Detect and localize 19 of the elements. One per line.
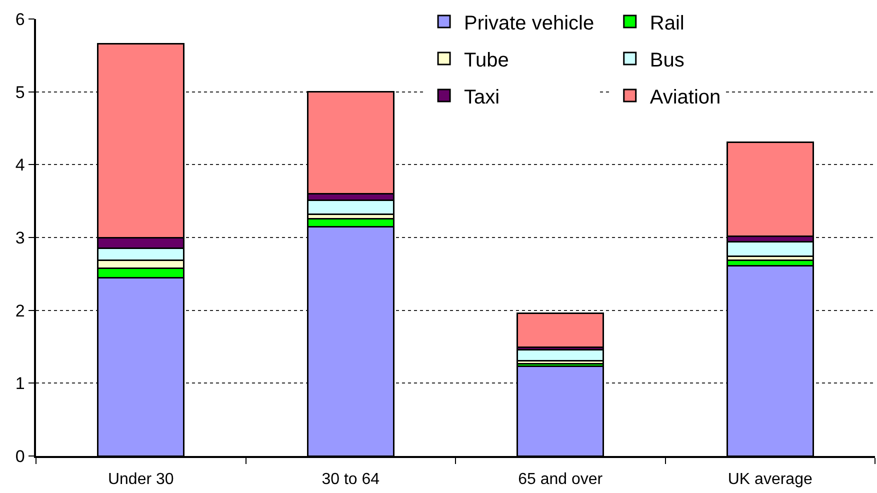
x-tick-label: 30 to 64	[322, 470, 380, 488]
y-tick-label: 3	[15, 228, 25, 248]
x-tick-label: UK average	[728, 470, 812, 488]
legend-label: Rail	[650, 12, 684, 34]
y-tick-label: 1	[15, 374, 25, 394]
y-tick-label: 2	[15, 301, 25, 320]
legend-label: Aviation	[650, 86, 721, 108]
y-tick-label: 6	[15, 10, 25, 29]
x-tick-label: Under 30	[108, 470, 174, 488]
x-tick-label: 65 and over	[518, 470, 604, 488]
legend-label: Taxi	[464, 86, 500, 108]
legend-label: Tube	[464, 49, 509, 72]
legend-label: Bus	[650, 49, 684, 72]
legend-label: Private vehicle	[464, 12, 594, 34]
y-tick-label: 4	[15, 156, 25, 175]
bar	[726, 241, 814, 258]
y-tick-label: 5	[15, 82, 25, 102]
bar	[516, 312, 604, 348]
y-tick-label: 0	[15, 446, 25, 466]
